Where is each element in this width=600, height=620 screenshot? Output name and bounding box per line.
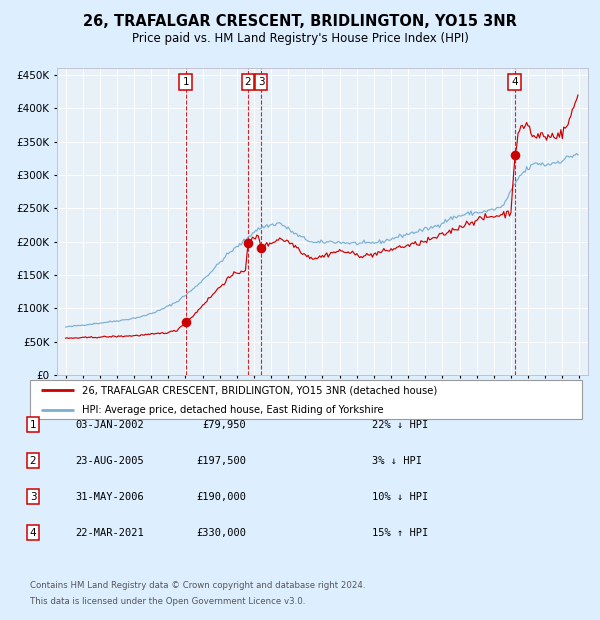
Text: 1: 1 (29, 420, 37, 430)
Point (510, 150, 520, 160)
Text: £190,000: £190,000 (196, 492, 246, 502)
Text: 15% ↑ HPI: 15% ↑ HPI (372, 528, 428, 538)
Text: 26, TRAFALGAR CRESCENT, BRIDLINGTON, YO15 3NR (detached house): 26, TRAFALGAR CRESCENT, BRIDLINGTON, YO1… (82, 386, 437, 396)
Text: 1: 1 (182, 77, 189, 87)
Point (256, 244, 266, 254)
Text: This data is licensed under the Open Government Licence v3.0.: This data is licensed under the Open Gov… (30, 597, 305, 606)
Text: 3% ↓ HPI: 3% ↓ HPI (372, 456, 422, 466)
Text: 2: 2 (29, 456, 37, 466)
Text: 10% ↓ HPI: 10% ↓ HPI (372, 492, 428, 502)
Text: 4: 4 (29, 528, 37, 538)
Text: 4: 4 (511, 77, 518, 87)
Text: 23-AUG-2005: 23-AUG-2005 (75, 456, 144, 466)
Text: 2: 2 (245, 77, 251, 87)
Text: 22-MAR-2021: 22-MAR-2021 (75, 528, 144, 538)
Text: 3: 3 (257, 77, 265, 87)
Text: Contains HM Land Registry data © Crown copyright and database right 2024.: Contains HM Land Registry data © Crown c… (30, 581, 365, 590)
Text: 31-MAY-2006: 31-MAY-2006 (75, 492, 144, 502)
Text: 3: 3 (29, 492, 37, 502)
Point (181, 317, 190, 327)
Text: HPI: Average price, detached house, East Riding of Yorkshire: HPI: Average price, detached house, East… (82, 405, 384, 415)
Text: £79,950: £79,950 (202, 420, 246, 430)
Point (243, 238, 253, 248)
Text: 22% ↓ HPI: 22% ↓ HPI (372, 420, 428, 430)
Text: 03-JAN-2002: 03-JAN-2002 (75, 420, 144, 430)
Text: Price paid vs. HM Land Registry's House Price Index (HPI): Price paid vs. HM Land Registry's House … (131, 32, 469, 45)
Text: £330,000: £330,000 (196, 528, 246, 538)
Text: 26, TRAFALGAR CRESCENT, BRIDLINGTON, YO15 3NR: 26, TRAFALGAR CRESCENT, BRIDLINGTON, YO1… (83, 14, 517, 29)
Text: £197,500: £197,500 (196, 456, 246, 466)
FancyBboxPatch shape (30, 380, 582, 419)
